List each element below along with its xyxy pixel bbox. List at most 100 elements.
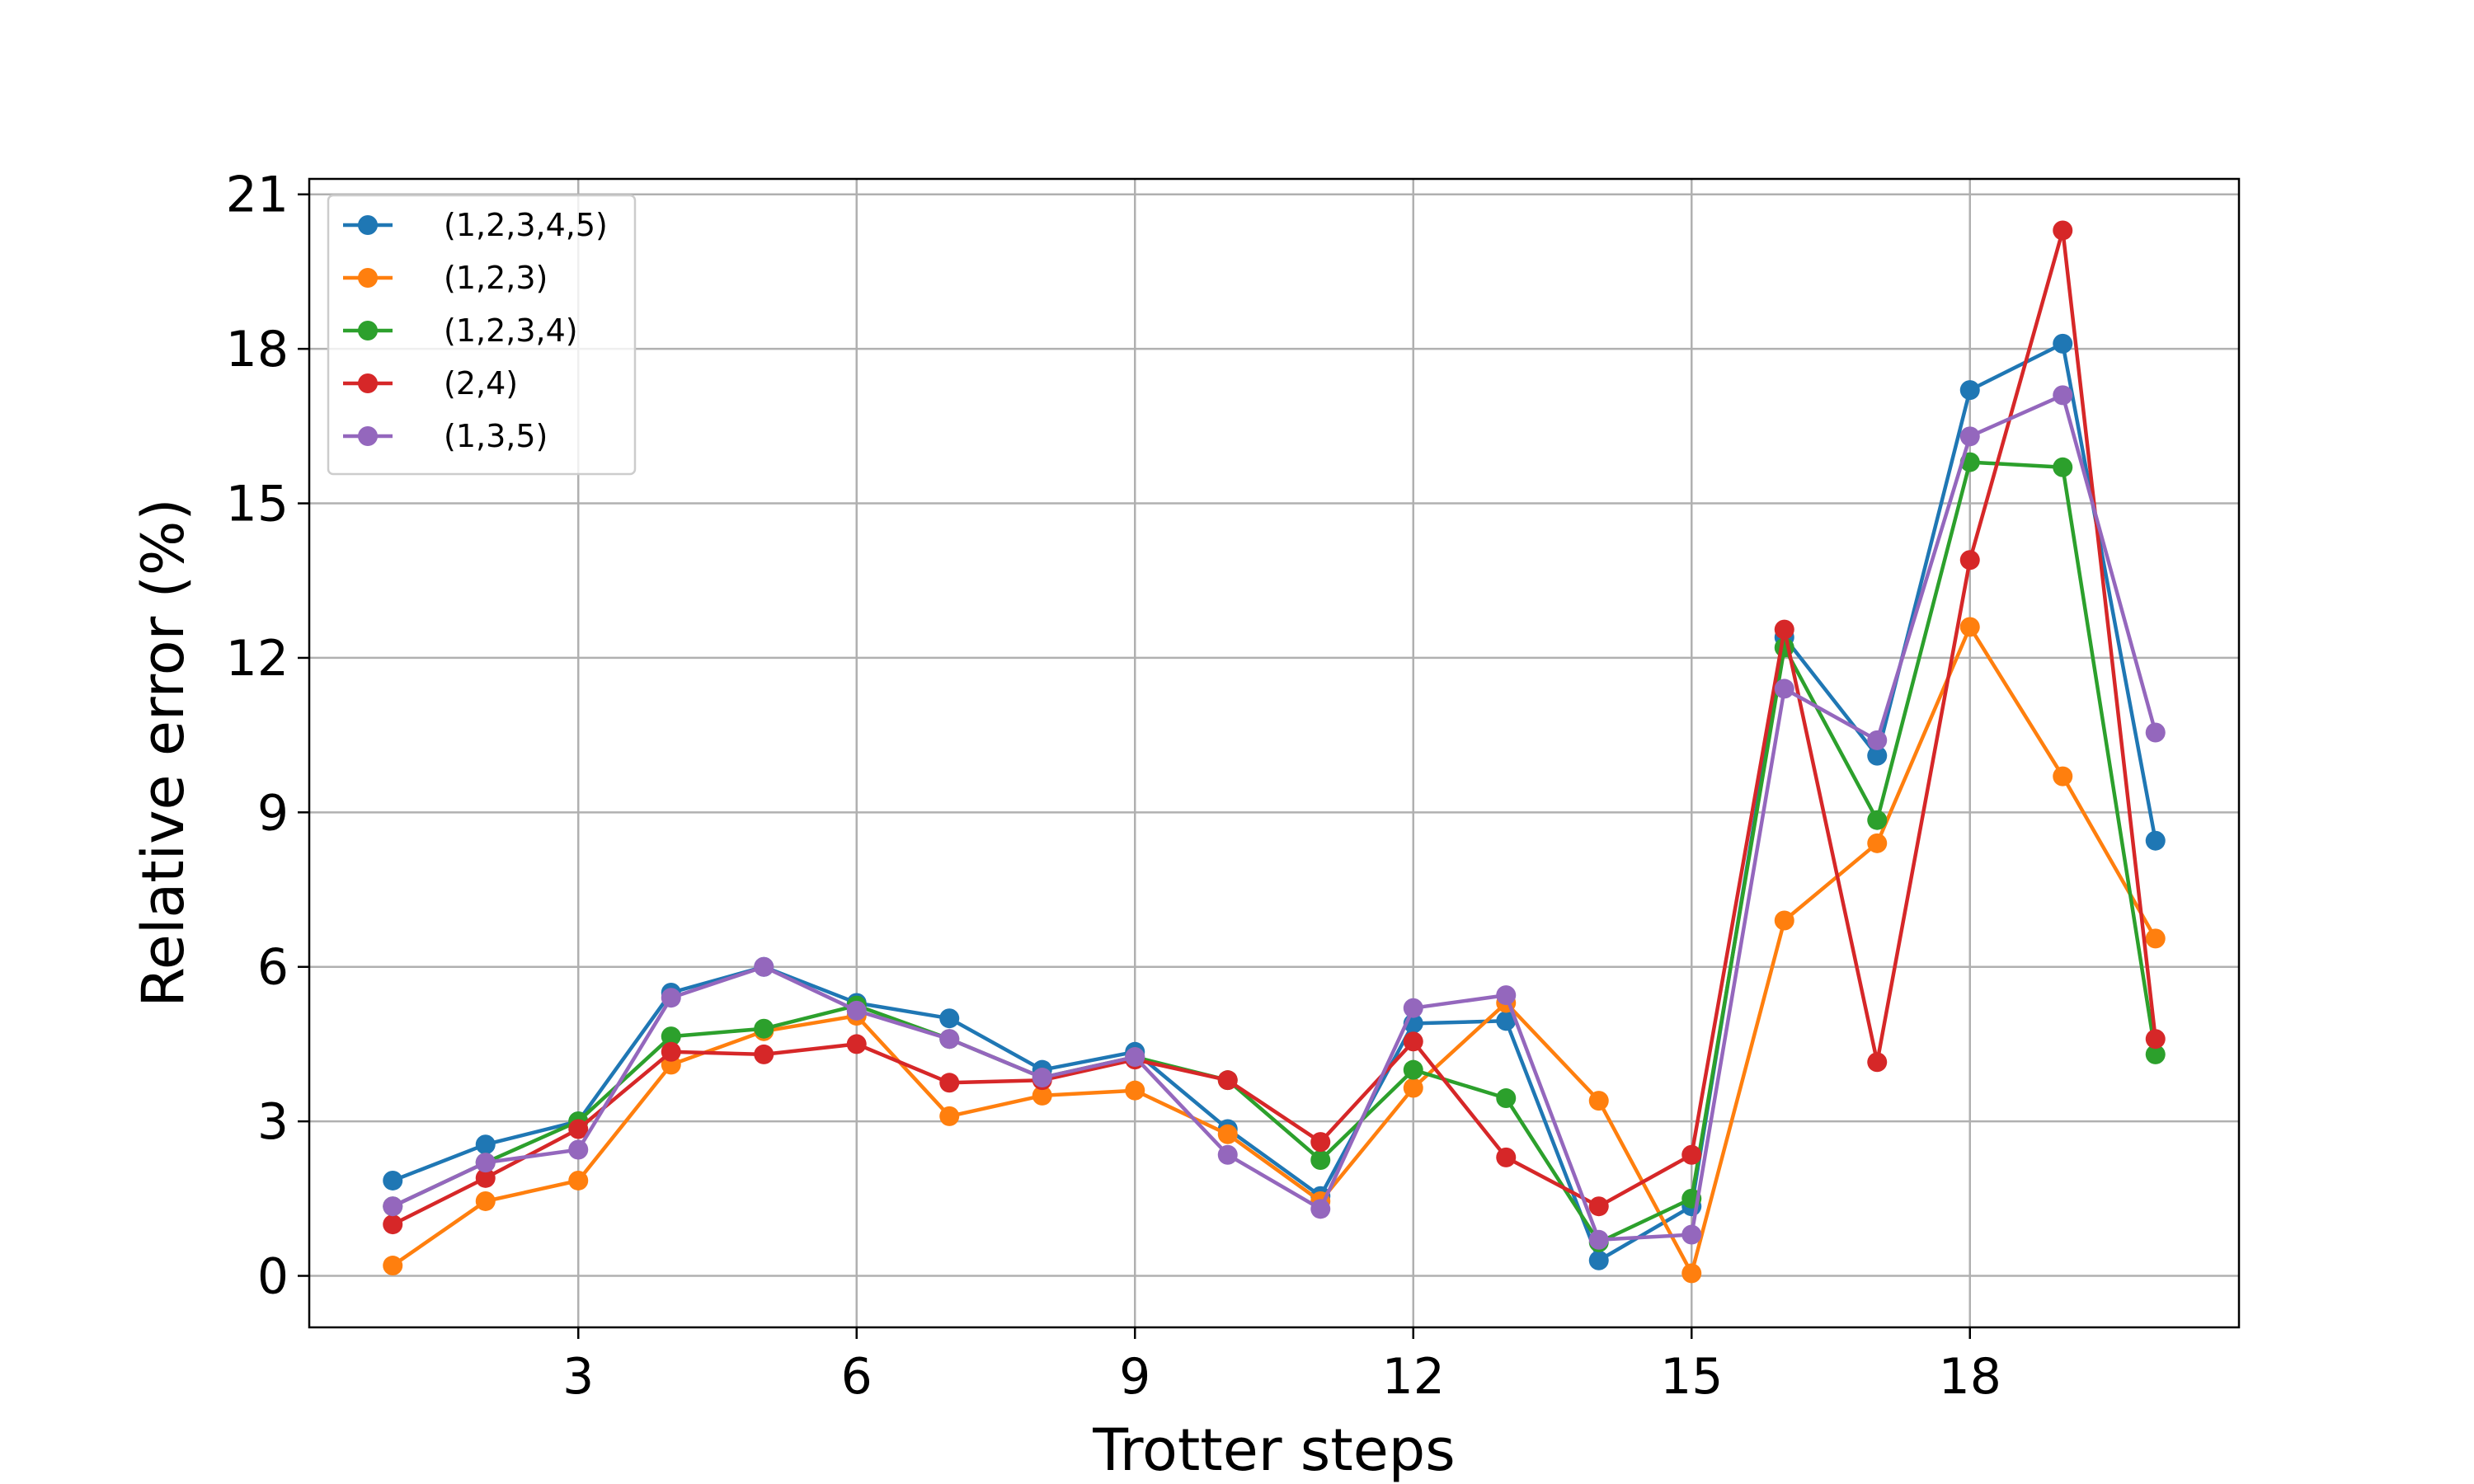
legend-marker <box>358 373 378 393</box>
data-point <box>1774 619 1794 640</box>
y-tick-label: 3 <box>257 1093 289 1151</box>
data-point <box>1310 1149 1331 1170</box>
data-point <box>1403 1031 1423 1052</box>
y-tick-label: 6 <box>257 939 289 997</box>
series-group <box>383 385 2166 1250</box>
data-point <box>2053 766 2073 787</box>
data-point <box>1217 1124 1238 1144</box>
legend-marker <box>358 268 378 288</box>
data-point <box>383 1256 403 1276</box>
legend-label: (1,2,3,4) <box>444 312 578 349</box>
data-point <box>846 1034 867 1054</box>
data-point <box>2053 333 2073 354</box>
data-point <box>1496 1011 1517 1031</box>
data-point <box>2053 220 2073 241</box>
data-point <box>1681 1263 1702 1284</box>
y-tick-label: 0 <box>257 1248 289 1306</box>
y-tick-label: 9 <box>257 784 289 842</box>
data-point <box>754 1044 774 1064</box>
data-point <box>661 988 681 1008</box>
series-line <box>392 460 2158 1245</box>
data-point <box>1774 910 1794 931</box>
plot-frame <box>308 177 2241 1329</box>
data-point <box>475 1190 496 1211</box>
data-point <box>1867 1052 1888 1073</box>
data-point <box>1496 1147 1517 1167</box>
data-point <box>2053 385 2073 406</box>
y-tick-label: 12 <box>226 630 289 688</box>
series-line <box>392 228 2158 1227</box>
data-point <box>1588 1250 1609 1270</box>
data-point <box>939 1029 960 1050</box>
legend-box <box>327 194 637 476</box>
data-point <box>1588 1091 1609 1111</box>
data-point <box>1496 985 1517 1006</box>
data-point <box>475 1153 496 1173</box>
data-point <box>1217 1144 1238 1165</box>
data-point <box>1125 1047 1145 1068</box>
x-tick-label: 6 <box>841 1348 872 1406</box>
data-point <box>1588 1229 1609 1250</box>
data-point <box>1867 833 1888 853</box>
data-point <box>1403 1059 1423 1080</box>
x-axis-label: Trotter steps <box>1092 1416 1455 1484</box>
data-point <box>1588 1196 1609 1217</box>
data-point <box>939 1106 960 1126</box>
data-point <box>1681 1144 1702 1165</box>
data-point <box>754 956 774 977</box>
y-axis-label: Relative error (%) <box>129 498 197 1007</box>
data-point <box>1310 1199 1331 1219</box>
x-tick-label: 3 <box>562 1348 594 1406</box>
series-line <box>392 625 2157 1275</box>
x-tick-label: 15 <box>1660 1348 1723 1406</box>
data-point <box>1217 1070 1238 1091</box>
legend-marker <box>358 215 378 235</box>
y-tick-label: 21 <box>226 167 289 224</box>
y-tick-label: 18 <box>226 321 289 378</box>
data-point <box>568 1119 589 1139</box>
data-point <box>475 1167 496 1188</box>
data-point <box>1774 679 1794 699</box>
data-point <box>1959 550 1980 571</box>
data-point <box>754 1018 774 1039</box>
legend-marker <box>358 426 378 446</box>
data-point <box>1867 810 1888 830</box>
data-point <box>661 1041 681 1062</box>
data-point <box>1959 617 1980 637</box>
data-point <box>1496 1088 1517 1109</box>
x-tick-label: 12 <box>1382 1348 1445 1406</box>
data-point <box>1310 1132 1331 1153</box>
data-point <box>1125 1080 1145 1101</box>
data-point <box>661 1026 681 1047</box>
series-layer <box>383 220 2166 1284</box>
x-tick-label: 9 <box>1119 1348 1150 1406</box>
data-point <box>2145 928 2166 949</box>
data-point <box>568 1139 589 1160</box>
series-line <box>392 341 2158 1263</box>
data-point <box>939 1008 960 1029</box>
data-point <box>1032 1068 1052 1088</box>
data-point <box>2145 1029 2166 1050</box>
data-point <box>1032 1085 1052 1106</box>
data-point <box>383 1196 403 1217</box>
data-point <box>383 1214 403 1235</box>
legend-label: (2,4) <box>444 365 518 402</box>
legend-label: (1,2,3,4,5) <box>444 207 608 243</box>
data-point <box>846 1000 867 1021</box>
legend-marker <box>358 321 378 340</box>
legend: (1,2,3,4,5) (1,2,3) (1,2,3,4) (2,4) (1,3,5) <box>327 194 637 476</box>
legend-label: (1,2,3) <box>444 260 548 296</box>
x-tick-label: 18 <box>1939 1348 2001 1406</box>
series-group <box>383 220 2166 1235</box>
data-point <box>2145 830 2166 851</box>
axis-ticks: 3 6 9 12 15 18 0 3 6 9 12 15 18 21 <box>226 167 2001 1406</box>
data-point <box>939 1073 960 1093</box>
data-point <box>568 1170 589 1190</box>
data-point <box>1867 730 1888 750</box>
y-tick-label: 15 <box>226 476 289 533</box>
data-point <box>383 1170 403 1190</box>
data-point <box>1959 380 1980 401</box>
series-line <box>392 393 2157 1242</box>
data-point <box>2145 722 2166 743</box>
